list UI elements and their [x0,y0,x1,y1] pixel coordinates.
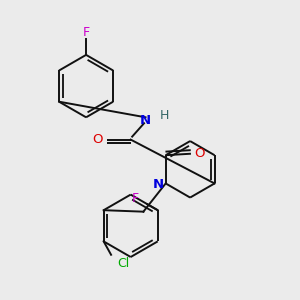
Text: H: H [160,109,170,122]
Text: F: F [82,26,90,39]
Text: N: N [153,178,164,191]
Text: Cl: Cl [117,257,129,270]
Text: O: O [93,133,103,146]
Text: N: N [140,114,151,127]
Text: O: O [195,147,205,160]
Text: F: F [132,192,139,205]
